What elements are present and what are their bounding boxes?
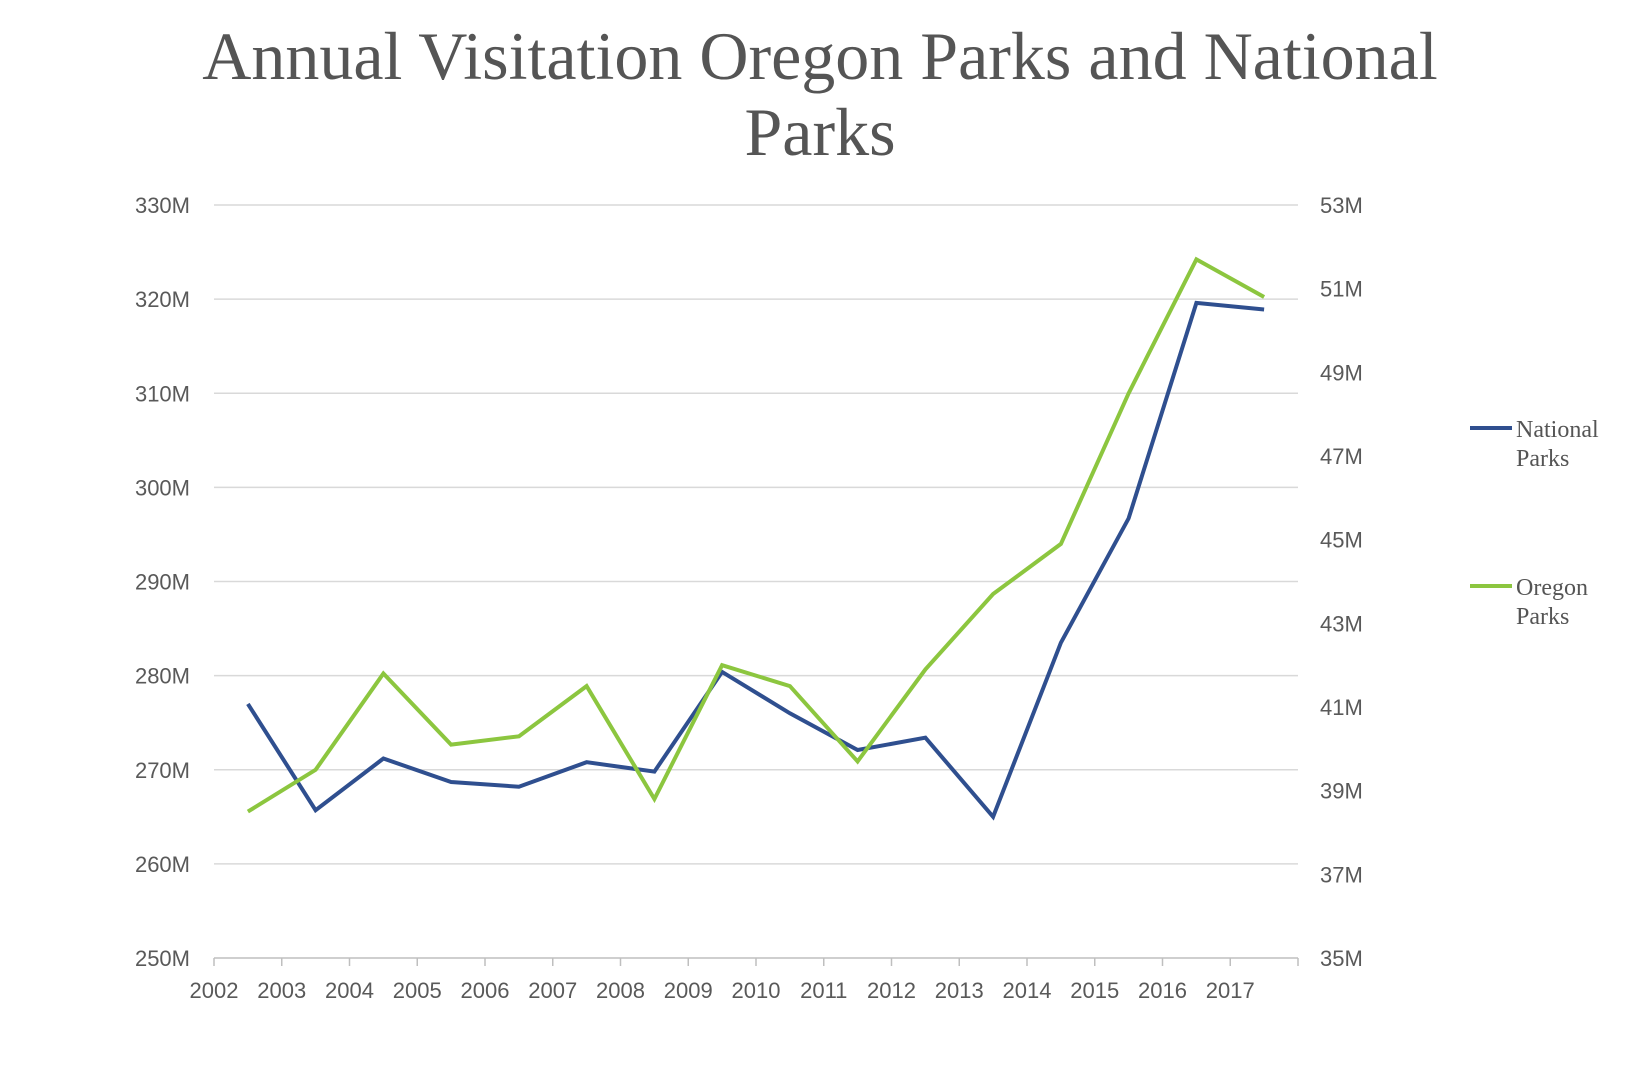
data-point <box>652 770 656 774</box>
data-point <box>449 780 453 784</box>
x-tick-label: 2011 <box>800 978 847 1003</box>
x-tick-label: 2017 <box>1206 978 1255 1003</box>
x-tick-label: 2004 <box>325 978 374 1003</box>
x-axis <box>213 957 1299 966</box>
series-lines <box>246 256 1266 821</box>
right-tick-label: 51M <box>1320 277 1363 302</box>
x-tick-label: 2003 <box>257 978 306 1003</box>
left-tick-label: 300M <box>135 475 190 500</box>
data-point <box>1059 641 1063 645</box>
left-tick-label: 290M <box>135 570 190 595</box>
data-point <box>585 684 589 688</box>
data-point <box>923 736 927 740</box>
data-point <box>991 815 995 819</box>
left-tick-label: 260M <box>135 852 190 877</box>
data-point <box>314 768 318 772</box>
right-tick-label: 39M <box>1320 779 1363 804</box>
right-tick-label: 37M <box>1320 862 1363 887</box>
chart-title-line-2: Parks <box>744 94 896 170</box>
legend-label: National <box>1516 417 1599 443</box>
right-tick-label: 49M <box>1320 360 1363 385</box>
left-tick-label: 310M <box>135 381 190 406</box>
legend-label: Parks <box>1516 604 1569 630</box>
data-point <box>381 756 385 760</box>
data-point <box>788 711 792 715</box>
data-point <box>1194 257 1198 261</box>
chart-title-line-1: Annual Visitation Oregon Parks and Natio… <box>202 18 1438 94</box>
data-point <box>517 785 521 789</box>
left-tick-label: 280M <box>135 664 190 689</box>
right-tick-label: 35M <box>1320 946 1363 971</box>
x-tick-label: 2006 <box>461 978 510 1003</box>
data-point <box>449 743 453 747</box>
data-point <box>381 672 385 676</box>
right-tick-label: 43M <box>1320 611 1363 636</box>
left-axis-ticks: 250M 260M 270M 280M 290M 300M 310M 320M 330M <box>135 193 190 971</box>
data-point <box>991 592 995 596</box>
data-point <box>585 760 589 764</box>
right-tick-label: 53M <box>1320 193 1363 218</box>
x-tick-label: 2014 <box>1003 978 1052 1003</box>
right-axis-ticks: 35M 37M 39M 41M 43M 45M 47M 49M 51M 53M <box>1320 193 1363 971</box>
data-point <box>1194 301 1198 305</box>
x-tick-label: 2010 <box>732 978 781 1003</box>
legend-label: Parks <box>1516 446 1569 472</box>
series-line-national-parks <box>246 300 1265 821</box>
data-point <box>1262 295 1266 299</box>
left-tick-label: 250M <box>135 946 190 971</box>
right-tick-label: 45M <box>1320 528 1363 553</box>
data-point <box>1059 542 1063 546</box>
data-point <box>314 808 318 812</box>
x-tick-label: 2009 <box>664 978 713 1003</box>
x-axis-ticks: 2002 2003 2004 2005 2006 2007 2008 2009 2010 2011… <box>190 978 1255 1003</box>
series-line-oregon-parks <box>246 256 1266 814</box>
data-point <box>923 667 927 671</box>
x-tick-label: 2015 <box>1070 978 1119 1003</box>
x-tick-label: 2016 <box>1138 978 1187 1003</box>
data-point <box>856 748 860 752</box>
data-point <box>788 684 792 688</box>
data-point <box>720 663 724 667</box>
x-tick-label: 2007 <box>528 978 577 1003</box>
data-point <box>246 702 250 706</box>
legend-label: Oregon <box>1516 575 1588 601</box>
data-point <box>246 810 250 814</box>
chart-title: Annual Visitation Oregon Parks and Natio… <box>0 18 1640 170</box>
x-tick-label: 2005 <box>393 978 442 1003</box>
x-tick-label: 2013 <box>935 978 984 1003</box>
right-tick-label: 41M <box>1320 695 1363 720</box>
data-point <box>1262 307 1266 311</box>
x-tick-label: 2012 <box>867 978 916 1003</box>
right-tick-label: 47M <box>1320 444 1363 469</box>
left-tick-label: 330M <box>135 193 190 218</box>
legend: National Parks Oregon Parks <box>1470 417 1599 630</box>
x-tick-label: 2008 <box>596 978 645 1003</box>
data-point <box>1127 391 1131 395</box>
data-point <box>652 797 656 801</box>
x-tick-label: 2002 <box>190 978 239 1003</box>
left-tick-label: 270M <box>135 758 190 783</box>
data-point <box>856 759 860 763</box>
data-point <box>517 734 521 738</box>
left-tick-label: 320M <box>135 287 190 312</box>
data-point <box>1127 516 1131 520</box>
